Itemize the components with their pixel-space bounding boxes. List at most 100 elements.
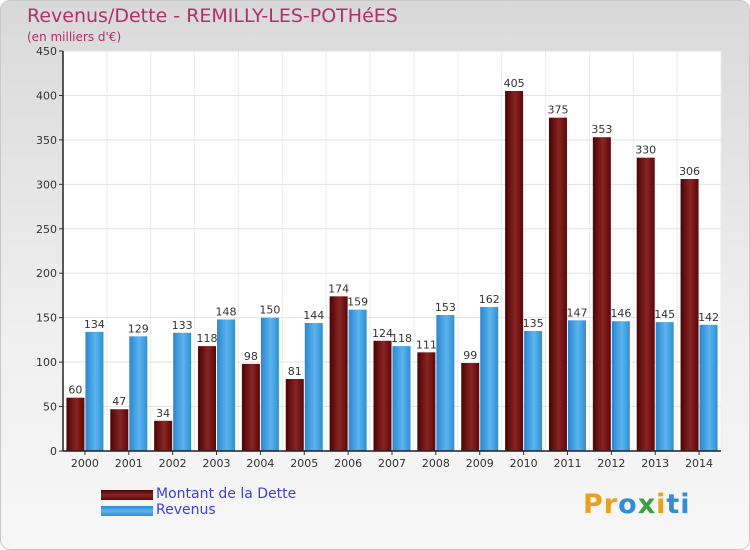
bar-revenus: [436, 315, 455, 451]
x-tick-label: 2001: [115, 457, 143, 470]
bar-revenus: [392, 346, 411, 451]
data-label-dette: 375: [547, 104, 568, 117]
y-tick-label: 100: [36, 356, 57, 369]
data-label-revenus: 159: [347, 296, 368, 309]
bar-dette: [329, 296, 348, 451]
data-label-revenus: 147: [566, 306, 587, 319]
data-label-dette: 353: [591, 123, 612, 136]
data-label-dette: 111: [416, 338, 437, 351]
logo-letter: x: [637, 489, 657, 520]
bar-revenus: [260, 317, 279, 451]
logo-letter: t: [666, 489, 681, 520]
y-tick-label: 450: [36, 45, 57, 58]
x-tick-label: 2009: [466, 457, 494, 470]
data-label-dette: 124: [372, 327, 393, 340]
data-label-dette: 34: [156, 407, 170, 420]
data-label-dette: 118: [197, 332, 218, 345]
x-tick-label: 2004: [246, 457, 274, 470]
x-tick-label: 2010: [510, 457, 538, 470]
grid-layer: [62, 50, 722, 452]
x-tick-label: 2013: [641, 457, 669, 470]
legend-label-dette: Montant de la Dette: [156, 486, 297, 502]
data-label-dette: 47: [112, 395, 126, 408]
legend-label-revenus: Revenus: [156, 502, 216, 518]
bar-revenus: [655, 322, 674, 451]
bar-dette: [461, 363, 480, 451]
legend-swatch-dette: [101, 490, 153, 500]
x-tick-label: 2000: [71, 457, 99, 470]
bar-dette: [66, 397, 85, 451]
data-label-dette: 98: [244, 350, 258, 363]
bar-revenus: [348, 309, 367, 451]
x-tick-label: 2003: [203, 457, 231, 470]
data-label-revenus: 162: [479, 293, 500, 306]
bar-dette: [373, 340, 392, 451]
x-tick-label: 2012: [597, 457, 625, 470]
data-label-revenus: 118: [391, 332, 412, 345]
proxiti-logo: Proxiti: [583, 489, 691, 520]
bar-revenus: [567, 320, 586, 451]
bar-dette: [505, 91, 524, 451]
bar-revenus: [699, 324, 718, 451]
data-label-dette: 99: [463, 349, 477, 362]
data-label-revenus: 135: [523, 317, 544, 330]
axis-layer: [59, 50, 721, 455]
y-tick-label: 350: [36, 134, 57, 147]
data-label-dette: 81: [288, 365, 302, 378]
bar-dette: [636, 157, 655, 451]
data-label-revenus: 153: [435, 301, 456, 314]
x-tick-label: 2007: [378, 457, 406, 470]
bar-dette: [285, 379, 304, 451]
logo-letter: i: [680, 489, 691, 520]
bar-revenus: [129, 336, 148, 451]
y-tick-label: 50: [43, 401, 57, 414]
data-label-dette: 330: [635, 144, 656, 157]
bar-dette: [198, 346, 217, 451]
data-label-revenus: 129: [128, 322, 149, 335]
bar-dette: [680, 179, 699, 451]
data-label-revenus: 150: [259, 304, 280, 317]
data-label-revenus: 133: [172, 319, 193, 332]
x-tick-label: 2011: [553, 457, 581, 470]
bar-dette: [154, 420, 173, 451]
bar-dette: [110, 409, 129, 451]
x-tick-label: 2008: [422, 457, 450, 470]
bar-revenus: [304, 323, 323, 451]
y-tick-label: 400: [36, 89, 57, 102]
data-label-dette: 174: [328, 282, 349, 295]
logo-letter: o: [618, 489, 638, 520]
logo-letter: i: [656, 489, 667, 520]
x-tick-label: 2002: [159, 457, 187, 470]
chart-title: Revenus/Dette - REMILLY-LES-POTHéES: [27, 5, 398, 27]
data-label-revenus: 134: [84, 318, 105, 331]
bar-revenus: [217, 319, 236, 451]
data-label-revenus: 144: [303, 309, 324, 322]
bars-layer: [66, 91, 718, 452]
bar-dette: [548, 117, 567, 452]
y-tick-label: 0: [50, 445, 57, 458]
x-tick-label: 2006: [334, 457, 362, 470]
data-label-revenus: 145: [654, 308, 675, 321]
data-label-dette: 306: [679, 165, 700, 178]
x-tick-label: 2014: [685, 457, 713, 470]
bar-revenus: [480, 307, 499, 451]
data-label-revenus: 142: [698, 311, 719, 324]
y-tick-label: 150: [36, 312, 57, 325]
bar-dette: [417, 352, 436, 451]
bar-dette: [592, 137, 611, 451]
plot-area: [63, 51, 721, 451]
bar-revenus: [524, 331, 543, 451]
logo-letter: r: [603, 489, 619, 520]
labels-layer: 0 50 100 150 200 250 300 350 400 450 60 134 2000 47 12…: [36, 45, 719, 470]
y-tick-label: 250: [36, 223, 57, 236]
data-label-dette: 405: [504, 77, 525, 90]
y-tick-label: 200: [36, 267, 57, 280]
bar-revenus: [85, 331, 104, 451]
bar-revenus: [611, 321, 630, 451]
legend-swatch-revenus: [101, 506, 153, 516]
data-label-revenus: 148: [216, 305, 237, 318]
x-tick-label: 2005: [290, 457, 318, 470]
bar-dette: [241, 363, 260, 451]
